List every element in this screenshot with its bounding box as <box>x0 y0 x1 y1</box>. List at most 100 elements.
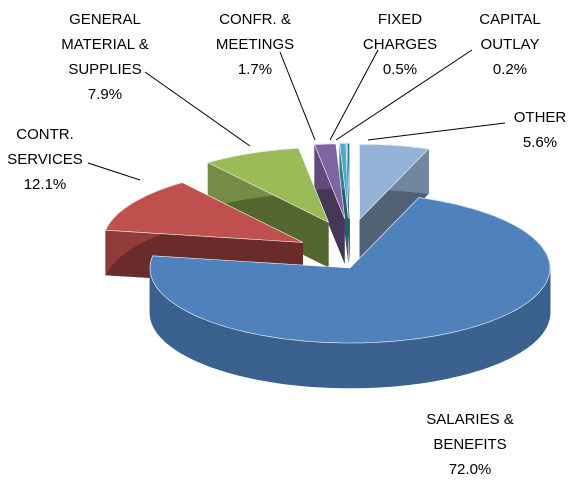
slice-wall <box>519 304 524 354</box>
slice-wall <box>478 323 485 371</box>
slice-wall <box>523 302 528 351</box>
slice-label: FIXED CHARGES <box>363 11 437 53</box>
slice-wall <box>484 321 490 370</box>
slice-wall <box>188 312 194 361</box>
slice-wall <box>309 341 317 388</box>
slice-wall <box>515 307 521 356</box>
slice-wall <box>336 342 345 389</box>
slice-wall <box>532 295 536 345</box>
label-line: CHARGES <box>363 36 437 53</box>
slice-wall <box>245 331 252 379</box>
pie-slice-group <box>149 197 551 389</box>
slice-wall <box>371 341 380 388</box>
slice-wall <box>316 341 324 388</box>
pie-slice <box>105 182 304 243</box>
slice-wall <box>364 342 373 389</box>
slice-wall <box>177 305 182 354</box>
label-line: SERVICES <box>7 151 83 168</box>
slice-wall <box>419 337 427 384</box>
slice-wall <box>167 298 172 348</box>
value-label: 1.7% <box>238 61 272 78</box>
leader-line <box>144 71 251 147</box>
slice-wall <box>412 338 420 385</box>
slice-wall <box>425 336 433 383</box>
slice-label: SALARIES & BENEFITS <box>426 411 514 453</box>
slice-wall <box>202 318 208 366</box>
value-label: 7.9% <box>88 86 122 103</box>
label-line: SUPPLIES <box>68 61 141 78</box>
slice-wall <box>462 328 469 376</box>
slice-label: OTHER <box>514 109 567 126</box>
label-line: MATERIAL & <box>61 36 149 53</box>
pie-slice <box>149 197 551 344</box>
slice-wall <box>227 327 234 375</box>
slice-wall <box>233 328 240 376</box>
slice-wall <box>503 313 509 362</box>
slice-wall <box>193 314 199 363</box>
slice-wall <box>535 292 539 342</box>
slice-label: GENERAL MATERIAL & SUPPLIES <box>61 11 149 78</box>
slice-wall <box>529 297 534 347</box>
value-label: 0.2% <box>493 61 527 78</box>
slice-wall <box>511 309 517 358</box>
slice-wall <box>494 317 500 366</box>
label-line: OUTLAY <box>481 36 540 53</box>
slice-wall <box>289 339 297 386</box>
slice-wall <box>160 291 163 341</box>
leader-line <box>367 122 506 141</box>
label-line: OTHER <box>514 109 567 126</box>
slice-wall <box>269 336 277 384</box>
slice-wall <box>181 307 186 357</box>
pie-slice <box>359 144 430 221</box>
slice-wall <box>450 331 457 379</box>
leader-line <box>335 49 473 141</box>
slice-wall <box>357 342 366 389</box>
label-line: BENEFITS <box>433 436 506 453</box>
label-line: CONFR. & <box>219 11 291 28</box>
pie-slice <box>207 147 330 224</box>
slice-wall <box>323 341 331 388</box>
slice-wall <box>165 296 169 345</box>
label-line: MEETINGS <box>216 36 294 53</box>
slice-wall <box>526 300 531 349</box>
slice-wall <box>343 342 352 389</box>
pie-slice <box>346 143 350 219</box>
slice-wall <box>537 290 541 340</box>
slice-wall <box>467 326 474 374</box>
slice-wall <box>399 339 407 387</box>
slice-wall <box>217 323 223 372</box>
label-line: FIXED <box>378 11 422 28</box>
slice-wall <box>350 342 359 389</box>
slice-wall <box>257 334 264 381</box>
slice-wall <box>444 332 451 380</box>
slice-wall <box>207 320 213 368</box>
slice-wall <box>211 321 218 370</box>
slice-wall <box>251 332 258 380</box>
slice-wall <box>438 333 445 381</box>
value-label: 72.0% <box>449 461 492 478</box>
leader-line <box>87 162 141 181</box>
slice-wall <box>184 310 190 359</box>
slice-wall <box>263 335 271 383</box>
slice-wall <box>282 338 290 385</box>
value-label: 5.6% <box>523 134 557 151</box>
value-label: 12.1% <box>24 176 67 193</box>
slice-wall <box>405 338 413 386</box>
slice-wall <box>378 341 387 388</box>
label-line: SALARIES & <box>426 411 514 428</box>
slice-wall <box>431 334 439 382</box>
slice-wall <box>197 316 203 365</box>
slice-wall <box>170 300 175 350</box>
slice-label: CONTR. SERVICES <box>7 126 83 168</box>
slice-wall <box>302 340 310 387</box>
slice-wall <box>276 337 284 385</box>
slice-wall <box>385 340 393 388</box>
slice-wall <box>422 147 429 195</box>
pie-slice <box>339 143 349 219</box>
slice-wall <box>174 303 178 352</box>
label-line: CAPITAL <box>479 11 540 28</box>
slice-wall <box>473 324 480 373</box>
leader-line <box>279 51 316 141</box>
slice-label: CAPITAL OUTLAY <box>479 11 540 53</box>
